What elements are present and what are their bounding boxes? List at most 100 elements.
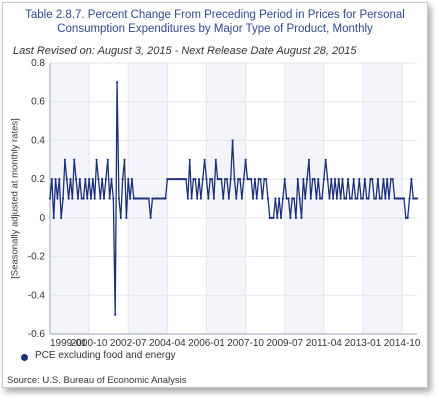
data-point: [115, 81, 119, 84]
data-point: [54, 178, 57, 181]
data-point: [162, 197, 165, 200]
data-point: [278, 197, 281, 200]
data-point: [356, 197, 359, 200]
x-tick-label: 2014-10: [384, 338, 421, 348]
data-point: [207, 197, 210, 200]
data-point: [97, 178, 100, 181]
data-point: [201, 178, 204, 181]
y-tick-label: 0.6: [31, 97, 45, 108]
data-point: [82, 197, 85, 200]
data-point: [168, 178, 171, 181]
data-point: [242, 178, 245, 181]
data-point: [309, 197, 312, 200]
data-point: [270, 216, 273, 219]
data-point: [186, 197, 189, 200]
data-point: [179, 178, 182, 181]
chart-title-line-1: Table 2.8.7. Percent Change From Precedi…: [25, 9, 405, 21]
data-point: [404, 216, 407, 219]
data-point: [244, 158, 247, 161]
data-point: [76, 197, 80, 200]
data-point: [155, 197, 158, 200]
legend-label-pce[interactable]: PCE excluding food and energy: [35, 350, 176, 361]
data-point: [246, 178, 249, 181]
data-point: [287, 197, 290, 200]
data-point: [106, 158, 109, 161]
data-point: [145, 197, 148, 200]
data-point: [326, 178, 329, 181]
x-tick-label: 2009-07: [266, 338, 303, 348]
data-point: [276, 216, 279, 219]
data-point: [203, 158, 206, 161]
data-point: [410, 178, 413, 181]
data-point: [173, 178, 176, 181]
y-tick-label: -0.2: [28, 252, 46, 263]
data-point: [298, 197, 301, 200]
data-point: [369, 178, 372, 181]
data-point: [205, 178, 208, 181]
data-point: [354, 197, 357, 200]
data-point: [158, 197, 162, 200]
data-point: [322, 178, 325, 181]
data-point: [328, 197, 331, 200]
data-point: [156, 197, 160, 200]
data-point: [384, 197, 387, 200]
data-point: [412, 197, 415, 200]
legend-marker-pce: [21, 354, 28, 361]
data-point: [93, 197, 96, 200]
data-point: [363, 178, 366, 181]
data-point: [102, 197, 106, 200]
data-point: [212, 197, 216, 200]
data-point: [112, 197, 115, 200]
data-point: [74, 178, 78, 181]
data-point: [188, 158, 191, 161]
x-tick-label: 2006-01: [188, 338, 225, 348]
data-point: [380, 197, 383, 200]
data-point: [238, 178, 242, 181]
data-point: [255, 197, 258, 200]
data-point: [224, 178, 227, 181]
data-point: [307, 158, 311, 161]
data-point: [300, 216, 303, 219]
data-point: [86, 197, 89, 200]
data-point: [399, 197, 402, 200]
data-point: [227, 197, 230, 200]
data-point: [129, 197, 132, 200]
data-point: [305, 178, 309, 181]
chart-title: Table 2.8.7. Percent Change From Precedi…: [3, 8, 427, 36]
data-point: [164, 197, 167, 200]
data-point: [121, 178, 124, 181]
data-point: [361, 197, 365, 200]
data-point: [365, 197, 368, 200]
data-point: [268, 216, 271, 219]
data-point: [48, 197, 52, 200]
data-point: [391, 178, 394, 181]
data-point: [261, 197, 264, 200]
data-point: [294, 216, 298, 219]
y-tick-label: 0.8: [31, 58, 45, 69]
data-point: [389, 178, 393, 181]
y-tick-label: 0.4: [31, 135, 45, 146]
data-point: [320, 197, 324, 200]
data-point: [302, 178, 305, 181]
data-point: [387, 197, 391, 200]
data-point: [88, 178, 91, 181]
data-point: [101, 178, 104, 181]
data-point: [61, 197, 65, 200]
data-point: [231, 139, 234, 142]
data-point: [393, 197, 396, 200]
data-point: [350, 197, 353, 200]
data-point: [408, 197, 411, 200]
data-point: [324, 158, 327, 161]
data-point: [132, 197, 135, 200]
x-tick-label: 1999-01: [50, 338, 87, 348]
data-point: [80, 197, 83, 200]
x-tick-label: 2007-10: [227, 338, 264, 348]
data-point: [140, 197, 143, 200]
data-point: [259, 178, 262, 181]
data-point: [169, 178, 173, 181]
data-point: [199, 197, 202, 200]
data-point: [265, 178, 268, 181]
data-point: [386, 178, 389, 181]
data-point: [110, 178, 113, 181]
